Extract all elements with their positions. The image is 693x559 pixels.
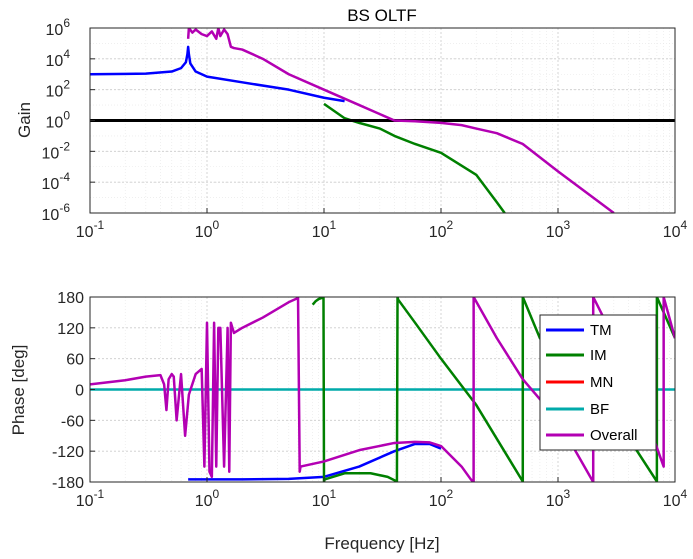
phase-x-tick-label: 100 [195, 487, 220, 510]
gain-y-tick-label: 100 [46, 109, 71, 132]
legend-label-bf: BF [590, 401, 609, 418]
gain-x-tick-label: 101 [312, 218, 337, 241]
gain-series-overall [186, 28, 615, 213]
gain-y-tick-label: 10-4 [42, 170, 71, 193]
legend-label-im: IM [590, 347, 607, 364]
phase-x-tick-label: 102 [429, 487, 454, 510]
phase-x-tick-label: 104 [663, 487, 688, 510]
gain-plot-title: BS OLTF [347, 6, 417, 25]
gain-y-tick-label: 102 [46, 78, 71, 101]
gain-y-tick-label: 104 [46, 47, 71, 70]
phase-x-axis-label: Frequency [Hz] [324, 534, 439, 553]
gain-x-tick-label: 104 [663, 218, 688, 241]
gain-x-tick-label: 100 [195, 218, 220, 241]
legend-label-mn: MN [590, 374, 613, 391]
gain-y-tick-label: 106 [46, 16, 71, 39]
gain-plot: 10-1 100 101 102 103 104 10-6 10-4 10-2 100 102 104… [15, 6, 688, 241]
gain-series [90, 28, 675, 213]
phase-x-tick-label: 101 [312, 487, 337, 510]
phase-y-axis-label: Phase [deg] [9, 345, 28, 436]
phase-y-tick-label: 180 [57, 290, 84, 307]
gain-x-tick-label: 103 [546, 218, 571, 241]
phase-y-tick-label: -180 [52, 475, 84, 492]
phase-series-overall [90, 297, 675, 482]
legend: TM IM MN BF Overall [539, 314, 657, 451]
gain-x-tick-label: 10-1 [76, 218, 105, 241]
phase-y-tick-label: -60 [61, 413, 84, 430]
phase-plot: 10-1 100 101 102 103 104-180-120-60060120180 … [9, 290, 688, 553]
phase-y-tick-label: 0 [75, 383, 84, 400]
gain-y-tick-label: 10-2 [42, 139, 71, 162]
legend-label-tm: TM [590, 322, 612, 339]
gain-series-tm [90, 45, 345, 103]
phase-x-tick-label: 10-1 [76, 487, 105, 510]
gain-ticks: 10-1 100 101 102 103 104 10-6 10-4 10-2 100 102 104… [42, 16, 688, 241]
phase-y-tick-label: 60 [66, 352, 84, 369]
phase-y-tick-label: 120 [57, 321, 84, 338]
legend-label-overall: Overall [590, 427, 638, 444]
phase-ticks: 10-1 100 101 102 103 104 -180 -120 -60 0 60 120 180 [52, 290, 688, 510]
phase-x-tick-label: 103 [546, 487, 571, 510]
gain-y-axis-label: Gain [15, 102, 34, 138]
gain-y-tick-label: 10-6 [42, 201, 71, 224]
gain-x-tick-label: 102 [429, 218, 454, 241]
phase-y-tick-label: -120 [52, 444, 84, 461]
